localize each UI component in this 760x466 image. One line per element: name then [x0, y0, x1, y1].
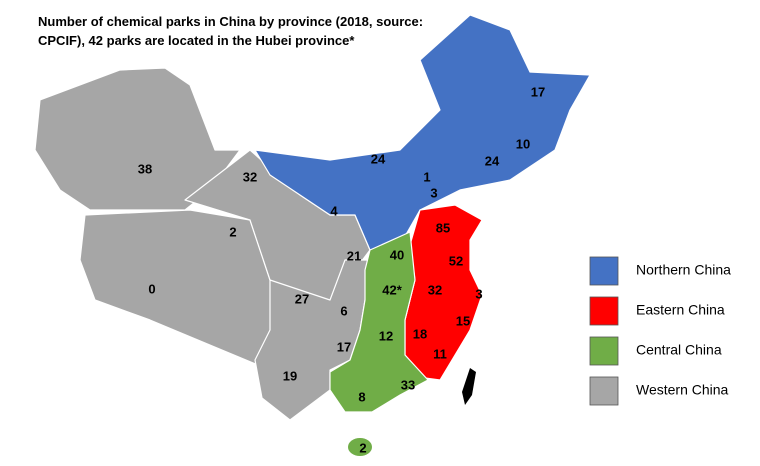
legend-swatch — [589, 336, 619, 366]
province-label: 42* — [382, 282, 402, 297]
legend-label: Western China — [636, 382, 729, 398]
province-label: 24 — [371, 151, 386, 166]
province-label: 33 — [401, 377, 415, 392]
province-label: 17 — [531, 84, 545, 99]
province-label: 19 — [283, 368, 297, 383]
province-label: 2 — [359, 440, 366, 455]
province-label: 38 — [138, 161, 152, 176]
province-label: 12 — [379, 328, 393, 343]
province-label: 8 — [358, 389, 365, 404]
province-label: 52 — [449, 253, 463, 268]
western-region — [34, 67, 371, 421]
taiwan-shape — [462, 368, 476, 405]
province-label: 4 — [330, 203, 338, 218]
province-label: 27 — [295, 291, 309, 306]
province-label: 10 — [516, 136, 530, 151]
province-label: 15 — [456, 313, 470, 328]
hainan-shape — [348, 438, 372, 456]
province-label: 32 — [243, 169, 257, 184]
province-label: 3 — [430, 185, 437, 200]
northern-region — [254, 14, 591, 251]
legend-label: Northern China — [636, 262, 731, 278]
legend-label: Central China — [636, 342, 722, 358]
province-label: 17 — [337, 339, 351, 354]
province-label: 32 — [428, 282, 442, 297]
title: Number of chemical parks in China by pro… — [38, 14, 424, 48]
legend-swatch — [589, 256, 619, 286]
province-label: 85 — [436, 220, 450, 235]
province-label: 3 — [475, 286, 482, 301]
legend-swatch — [589, 296, 619, 326]
legend-swatch — [589, 376, 619, 406]
province-label: 11 — [433, 346, 447, 361]
province-label: 21 — [347, 248, 361, 263]
province-label: 18 — [413, 326, 427, 341]
province-label: 2 — [229, 224, 236, 239]
province-label: 1 — [423, 169, 430, 184]
legend-label: Eastern China — [636, 302, 725, 318]
central-region — [329, 231, 429, 413]
province-label: 6 — [340, 303, 347, 318]
province-shape — [254, 259, 371, 421]
province-label: 40 — [390, 247, 404, 262]
province-label: 24 — [485, 153, 500, 168]
province-label: 0 — [148, 281, 155, 296]
